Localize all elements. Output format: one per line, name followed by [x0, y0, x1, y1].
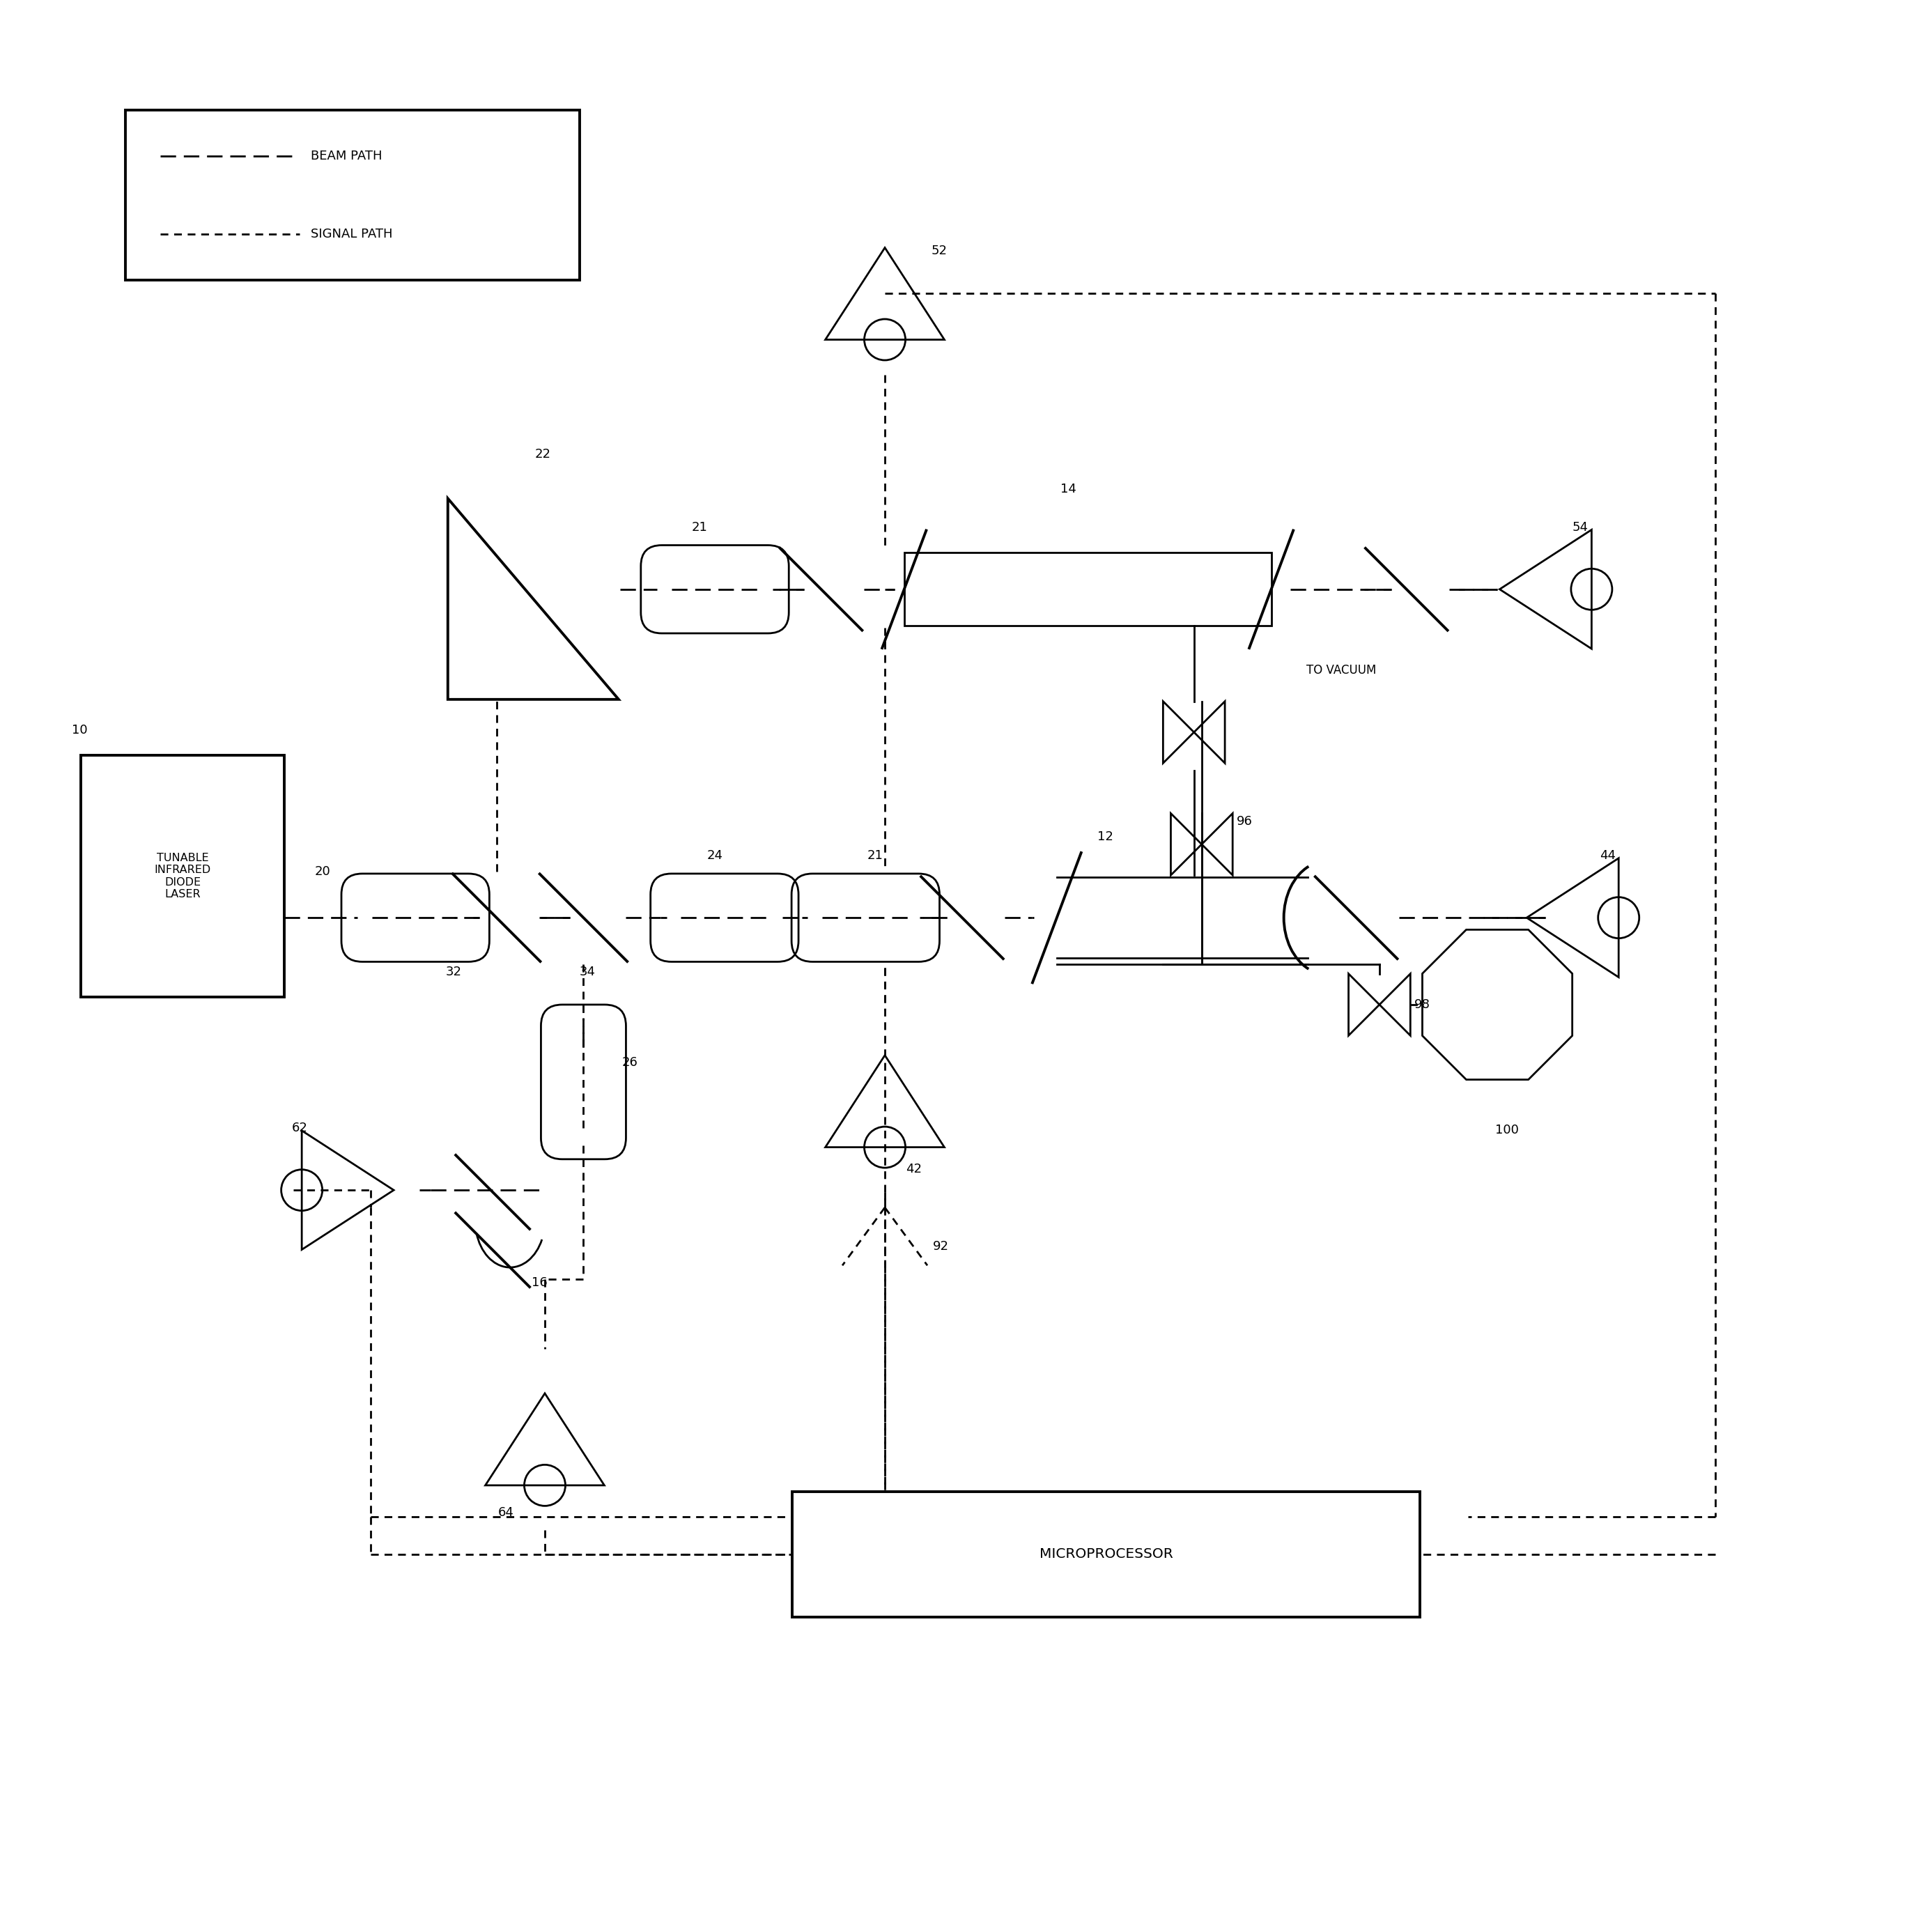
Text: 12: 12	[1097, 831, 1113, 842]
Text: 24: 24	[707, 850, 723, 862]
Text: 92: 92	[933, 1240, 949, 1252]
Text: 42: 42	[906, 1163, 922, 1175]
Text: 32: 32	[446, 966, 462, 978]
Text: 20: 20	[315, 866, 330, 877]
Text: 26: 26	[622, 1057, 638, 1068]
Text: TO VACUUM: TO VACUUM	[1306, 665, 1376, 676]
Text: 21: 21	[867, 850, 883, 862]
Text: 44: 44	[1600, 850, 1615, 862]
Text: 98: 98	[1414, 999, 1430, 1010]
Text: TUNABLE
INFRARED
DIODE
LASER: TUNABLE INFRARED DIODE LASER	[155, 852, 211, 900]
Text: 100: 100	[1495, 1124, 1519, 1136]
Text: 34: 34	[580, 966, 595, 978]
Text: 10: 10	[71, 724, 87, 736]
Text: 64: 64	[498, 1507, 514, 1519]
Bar	[792, 1492, 1420, 1617]
Bar	[904, 553, 1271, 626]
Text: 96: 96	[1236, 815, 1252, 827]
Bar	[81, 755, 284, 997]
Text: 21: 21	[692, 522, 707, 533]
Text: 16: 16	[531, 1277, 547, 1289]
Text: 14: 14	[1061, 483, 1076, 495]
Text: 52: 52	[931, 245, 947, 257]
Text: MICROPROCESSOR: MICROPROCESSOR	[1039, 1548, 1173, 1561]
Text: BEAM PATH: BEAM PATH	[311, 151, 383, 162]
Text: 54: 54	[1573, 522, 1588, 533]
Text: SIGNAL PATH: SIGNAL PATH	[311, 228, 392, 240]
Text: 22: 22	[535, 448, 551, 460]
Text: 62: 62	[292, 1122, 307, 1134]
